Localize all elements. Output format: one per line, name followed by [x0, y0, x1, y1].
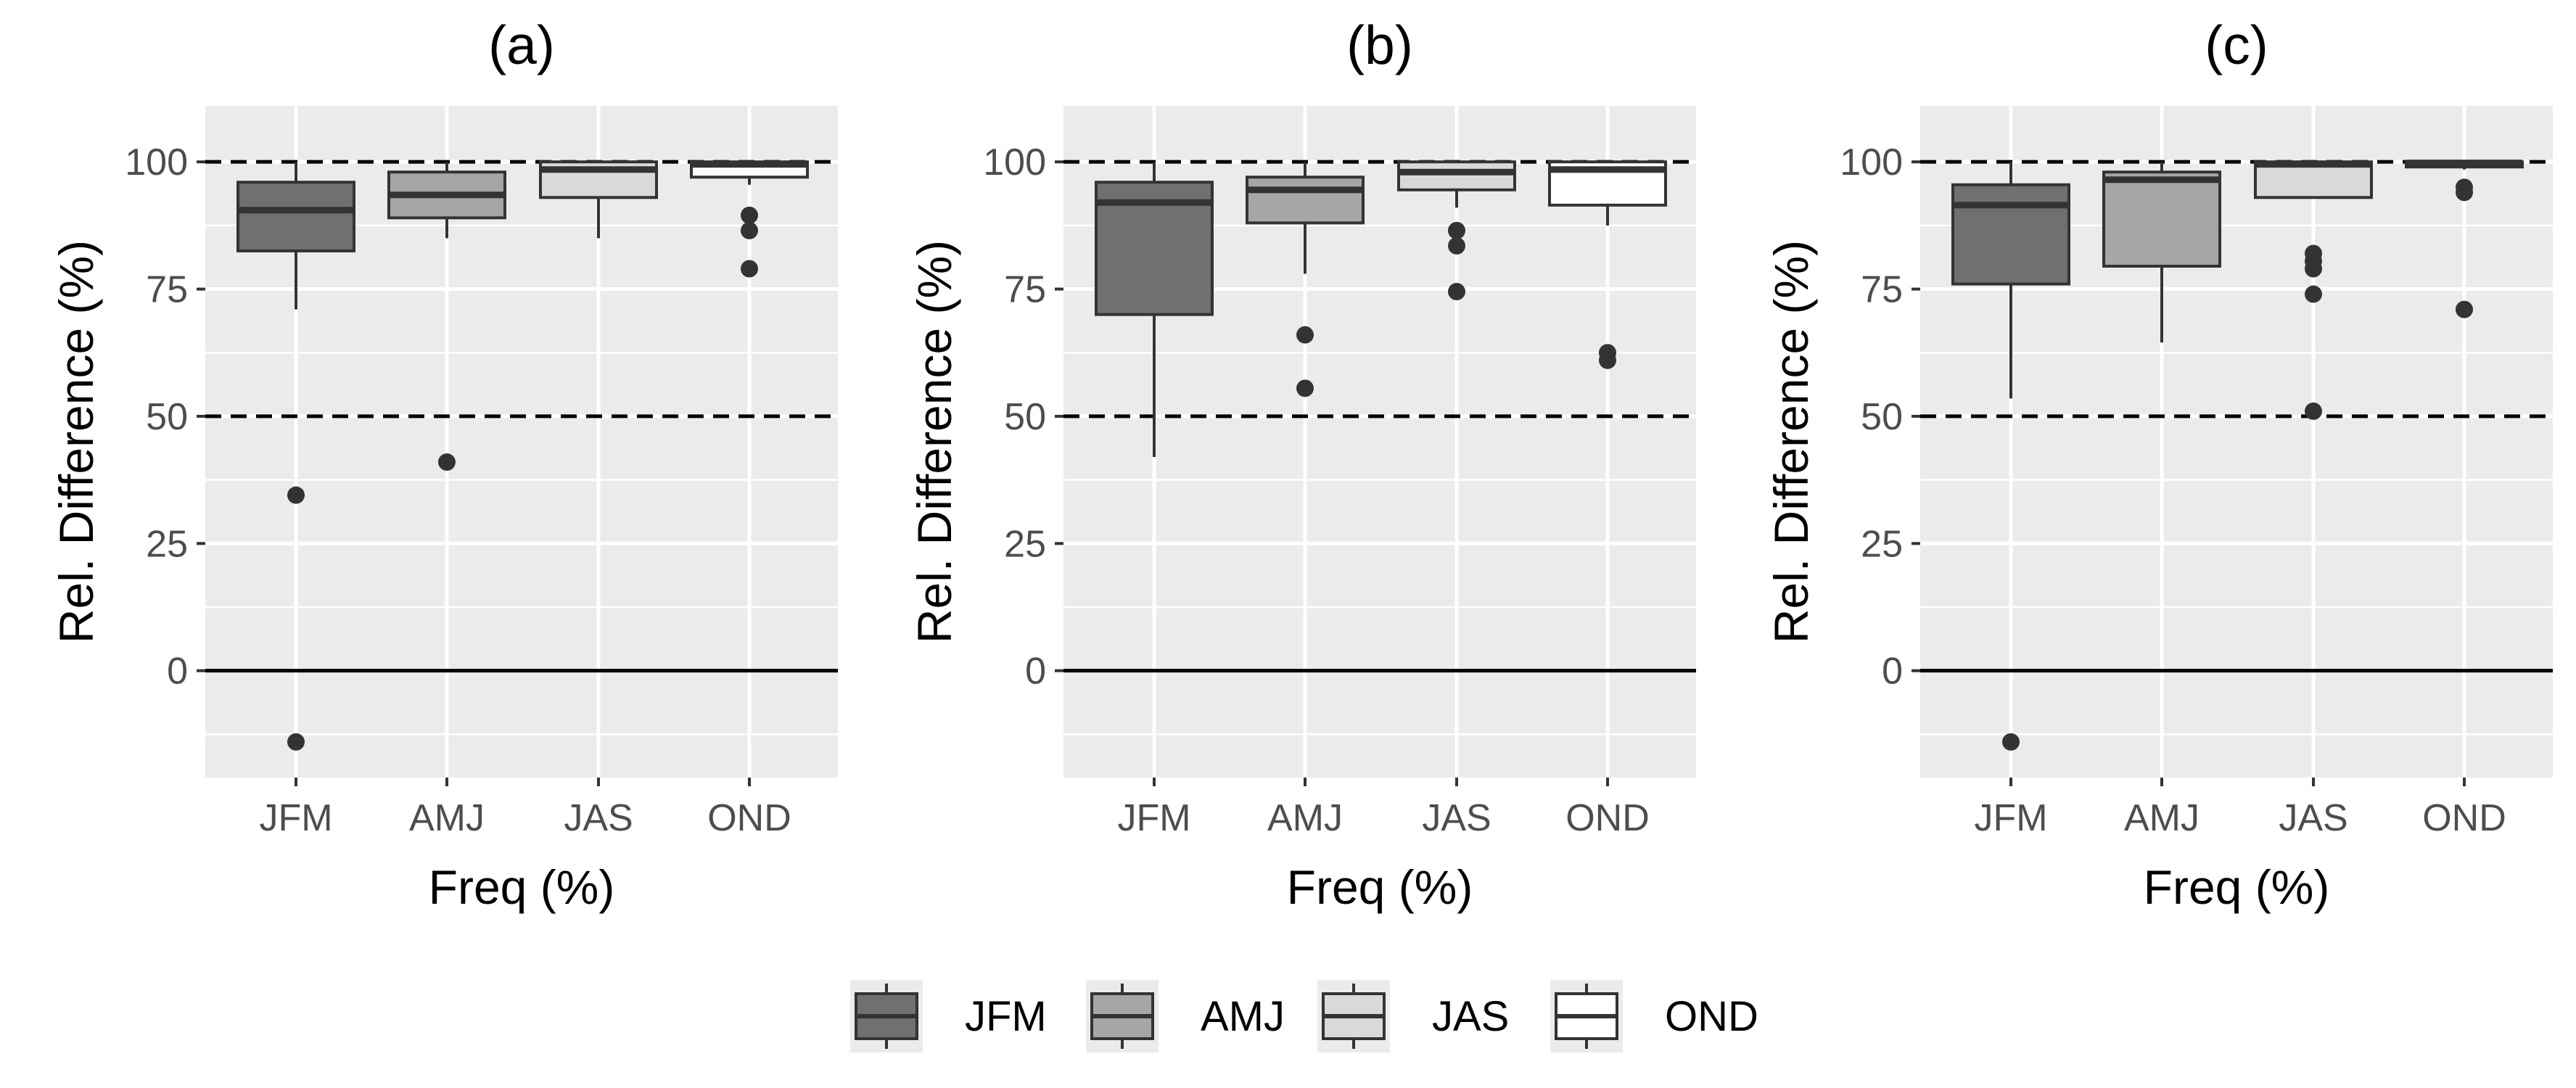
outlier-point [741, 206, 758, 224]
panel-title: (a) [488, 15, 555, 75]
box-JAS [539, 160, 658, 239]
y-tick-label: 50 [1004, 396, 1046, 438]
outlier-point [438, 453, 456, 471]
y-tick-label: 50 [146, 396, 188, 438]
box-JFM [1951, 162, 2070, 751]
outlier-point [1296, 326, 1314, 344]
x-tick-label: AMJ [1267, 797, 1343, 839]
y-tick-label: 50 [1861, 396, 1903, 438]
x-tick-label: JFM [1117, 797, 1190, 839]
y-tick-label: 25 [1861, 523, 1903, 565]
panel-title: (b) [1346, 15, 1413, 75]
legend-label: JFM [965, 993, 1047, 1040]
x-tick-label: JAS [564, 797, 633, 839]
legend-entry-JFM: JFM [850, 980, 1047, 1052]
x-tick-label: JFM [259, 797, 332, 839]
outlier-point [2456, 184, 2473, 202]
outlier-point [1296, 379, 1314, 397]
box-OND [2405, 160, 2524, 318]
box-AMJ [387, 162, 506, 471]
legend-label: JAS [1432, 993, 1509, 1040]
x-tick-label: AMJ [409, 797, 485, 839]
box-iqr [2102, 170, 2221, 268]
outlier-point [741, 221, 758, 239]
x-axis-label: Freq (%) [1287, 860, 1473, 914]
box-JFM [236, 162, 355, 751]
y-tick-label: 25 [1004, 523, 1046, 565]
outlier-point [2305, 402, 2322, 420]
legend-entry-AMJ: AMJ [1086, 980, 1285, 1052]
y-tick-label: 0 [167, 651, 188, 693]
legend-label: OND [1665, 993, 1758, 1040]
y-axis-label: Rel. Difference (%) [49, 240, 103, 643]
y-tick-label: 25 [146, 523, 188, 565]
outlier-point [2456, 300, 2473, 318]
outlier-point [741, 260, 758, 278]
x-tick-label: OND [1565, 797, 1650, 839]
legend-label: AMJ [1201, 993, 1285, 1040]
x-tick-label: JAS [1422, 797, 1491, 839]
y-tick-label: 0 [1025, 651, 1046, 693]
box-JFM [1095, 162, 1214, 458]
y-tick-label: 75 [1861, 269, 1903, 311]
panel-3: 0 25 50 75 100 JFM AMJ JAS OND (c) Freq (%) Rel. Di… [1764, 15, 2553, 914]
panels-layer: 0 25 50 75 100 JFM AMJ JAS OND (a) Freq (%) Rel. Di… [49, 15, 2553, 914]
legend: JFM AMJ JAS OND [850, 980, 1758, 1052]
box-iqr [2254, 160, 2373, 199]
box-AMJ [2102, 162, 2221, 343]
panel-title: (c) [2205, 15, 2268, 75]
y-tick-label: 0 [1882, 651, 1903, 693]
y-tick-label: 75 [1004, 269, 1046, 311]
legend-entry-OND: OND [1550, 980, 1758, 1052]
box-OND [1548, 160, 1667, 369]
box-JAS [1397, 160, 1516, 301]
box-AMJ [1246, 162, 1365, 397]
panel-1: 0 25 50 75 100 JFM AMJ JAS OND (a) Freq (%) Rel. Di… [49, 15, 838, 914]
outlier-point [2305, 260, 2322, 278]
outlier-point [1448, 236, 1465, 255]
x-axis-label: Freq (%) [2144, 860, 2330, 914]
x-tick-label: OND [2422, 797, 2506, 839]
x-tick-label: AMJ [2124, 797, 2200, 839]
box-iqr [1951, 183, 2070, 286]
outlier-point [1448, 283, 1465, 301]
outlier-point [2305, 285, 2322, 303]
outlier-point [287, 486, 305, 504]
y-tick-label: 100 [1840, 141, 1903, 184]
x-tick-label: JAS [2279, 797, 2347, 839]
x-tick-label: OND [707, 797, 791, 839]
box-iqr [1246, 176, 1365, 225]
y-tick-label: 75 [146, 269, 188, 311]
x-axis-label: Freq (%) [429, 860, 615, 914]
y-tick-label: 100 [125, 141, 188, 184]
box-iqr [1397, 160, 1516, 191]
outlier-point [2002, 733, 2020, 751]
box-JAS [2254, 160, 2373, 420]
outlier-point [287, 733, 305, 751]
outlier-point [1599, 351, 1616, 369]
y-axis-label: Rel. Difference (%) [1764, 240, 1818, 643]
box-iqr [236, 181, 355, 252]
y-axis-label: Rel. Difference (%) [908, 240, 961, 643]
outlier-point [1448, 221, 1465, 239]
x-tick-label: JFM [1974, 797, 2047, 839]
y-tick-label: 100 [983, 141, 1046, 184]
box-OND [690, 160, 809, 278]
legend-entry-JAS: JAS [1317, 980, 1509, 1052]
panel-2: 0 25 50 75 100 JFM AMJ JAS OND (b) Freq (%) Rel. Di… [908, 15, 1696, 914]
